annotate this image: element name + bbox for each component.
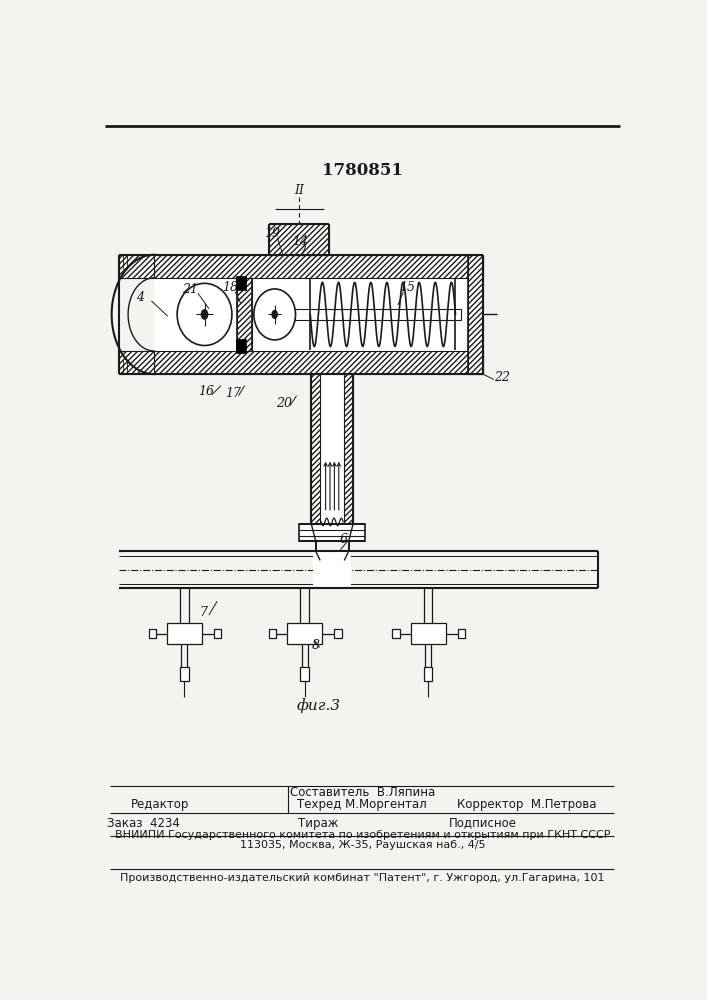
Text: 18: 18 (222, 281, 238, 294)
Text: 21: 21 (182, 283, 198, 296)
Text: 15: 15 (399, 281, 415, 294)
Text: 14: 14 (293, 235, 308, 248)
Bar (119, 351, 154, 374)
Bar (238, 278, 252, 351)
Text: Составитель  В.Ляпина: Составитель В.Ляпина (290, 786, 435, 799)
Text: 113035, Москва, Ж-35, Раушская наб., 4/5: 113035, Москва, Ж-35, Раушская наб., 4/5 (240, 840, 485, 850)
Bar (148, 629, 156, 638)
Text: 20: 20 (276, 397, 293, 410)
Text: ВНИИПИ Государственного комитета по изобретениям и открытиям при ГКНТ СССР: ВНИИПИ Государственного комитета по изоб… (115, 830, 610, 840)
Bar (167, 623, 201, 644)
Circle shape (201, 309, 209, 320)
Bar (467, 255, 483, 374)
Text: Заказ  4234: Заказ 4234 (107, 817, 180, 830)
Bar (236, 276, 246, 290)
Text: II: II (294, 184, 304, 197)
Bar (411, 623, 445, 644)
Ellipse shape (254, 289, 296, 340)
Bar (392, 629, 399, 638)
Text: Техред М.Моргентал: Техред М.Моргентал (298, 798, 427, 811)
Bar (296, 309, 461, 320)
Bar (214, 629, 221, 638)
Text: 6: 6 (339, 533, 347, 546)
Bar (320, 374, 344, 528)
Text: Производственно-издательский комбинат "Патент", г. Ужгород, ул.Гагарина, 101: Производственно-издательский комбинат "П… (120, 873, 604, 883)
Bar (423, 667, 433, 681)
Bar (154, 278, 483, 351)
Text: Редактор: Редактор (130, 798, 189, 811)
Bar (119, 255, 154, 278)
Bar (313, 551, 351, 588)
Text: 1780851: 1780851 (322, 162, 403, 179)
Text: 22: 22 (494, 371, 510, 384)
Bar (344, 374, 353, 528)
Bar (269, 629, 276, 638)
Bar (154, 351, 483, 374)
Text: Подписное: Подписное (449, 817, 517, 830)
Text: 7: 7 (199, 606, 207, 619)
Circle shape (271, 310, 278, 319)
Bar (154, 255, 483, 278)
Text: фиг.3: фиг.3 (296, 698, 341, 713)
Text: 16: 16 (198, 385, 214, 398)
Bar (457, 629, 464, 638)
Bar (269, 224, 329, 255)
Text: Корректор  М.Петрова: Корректор М.Петрова (457, 798, 597, 811)
Bar (180, 667, 189, 681)
Text: 19: 19 (264, 227, 280, 240)
Text: 17: 17 (226, 387, 242, 400)
Bar (311, 374, 320, 528)
Text: 4: 4 (136, 291, 144, 304)
Ellipse shape (177, 283, 232, 346)
Text: 8: 8 (312, 639, 320, 652)
Bar (236, 339, 246, 353)
Bar (299, 524, 365, 541)
Bar (287, 623, 322, 644)
Text: Тираж: Тираж (298, 817, 339, 830)
Bar (334, 629, 341, 638)
Bar (300, 667, 309, 681)
